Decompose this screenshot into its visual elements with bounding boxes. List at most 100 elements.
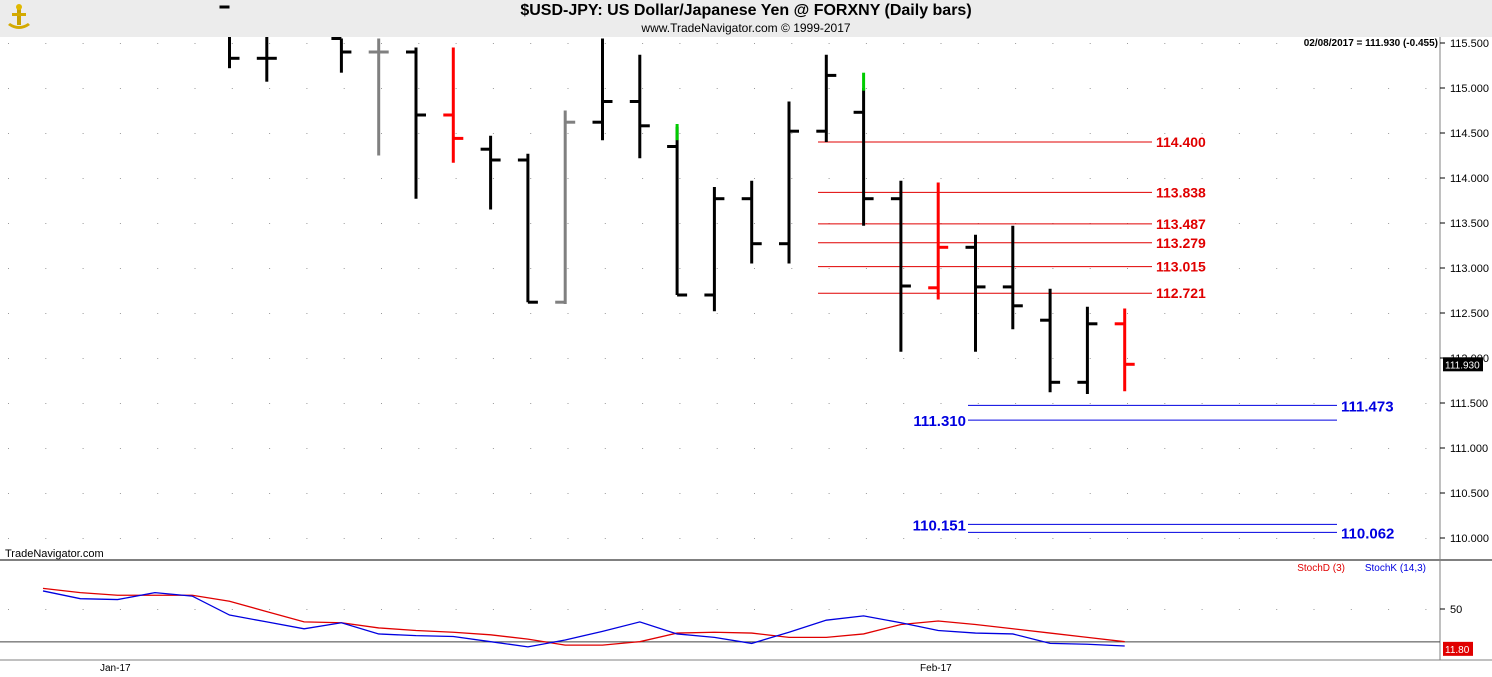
grid-dot	[306, 43, 308, 44]
grid-dot	[82, 133, 84, 134]
grid-dot	[1313, 133, 1315, 134]
grid-dot	[1127, 133, 1128, 134]
grid-dot	[1238, 403, 1240, 404]
stoch-grid-dot	[1425, 609, 1427, 610]
grid-dot	[119, 403, 121, 404]
grid-dot	[1052, 403, 1054, 404]
ohlc-bar	[517, 153, 538, 304]
stoch-grid-dot	[828, 609, 830, 610]
grid-dot	[1238, 358, 1240, 359]
grid-dot	[1313, 493, 1315, 494]
grid-dot	[157, 133, 159, 134]
grid-dot	[642, 268, 644, 269]
grid-dot	[45, 448, 47, 449]
grid-dot	[306, 403, 308, 404]
grid-dot	[269, 403, 271, 404]
grid-dot	[455, 358, 457, 359]
grid-dot	[828, 43, 830, 44]
grid-dot	[1350, 403, 1352, 404]
grid-dot	[567, 493, 569, 494]
grid-dot	[903, 313, 905, 314]
date-label: Jan-17	[100, 663, 131, 674]
price-tick-label: 110.000	[1450, 533, 1489, 545]
grid-dot	[8, 358, 9, 359]
stoch-grid-dot	[8, 609, 9, 610]
grid-dot	[1089, 358, 1091, 359]
grid-dot	[455, 268, 457, 269]
grid-dot	[940, 358, 942, 359]
stoch-grid-dot	[865, 609, 867, 610]
grid-dot	[1089, 538, 1091, 539]
date-label: Feb-17	[920, 663, 952, 674]
grid-dot	[194, 268, 196, 269]
grid-dot	[1015, 268, 1017, 269]
grid-dot	[194, 448, 196, 449]
grid-dot	[977, 43, 979, 44]
stoch-grid-dot	[791, 609, 793, 610]
grid-dot	[492, 133, 494, 134]
grid-dot	[791, 538, 793, 539]
grid-dot	[82, 448, 84, 449]
grid-dot	[1276, 223, 1278, 224]
grid-dot	[1201, 493, 1203, 494]
grid-dot	[1276, 88, 1278, 89]
grid-dot	[1350, 448, 1352, 449]
grid-dot	[1015, 313, 1017, 314]
grid-dot	[1127, 268, 1128, 269]
grid-dot	[269, 43, 271, 44]
ohlc-bar	[779, 101, 799, 264]
stoch-grid-dot	[269, 609, 271, 610]
grid-dot	[343, 313, 345, 314]
grid-dot	[269, 133, 271, 134]
grid-dot	[45, 268, 47, 269]
grid-dot	[940, 538, 942, 539]
grid-dot	[567, 268, 569, 269]
stoch-grid-dot	[343, 609, 345, 610]
grid-dot	[642, 313, 644, 314]
stoch-grid-dot	[1052, 609, 1054, 610]
grid-dot	[716, 448, 718, 449]
grid-dot	[8, 448, 9, 449]
grid-dot	[679, 43, 681, 44]
stoch-grid-dot	[679, 609, 681, 610]
grid-dot	[1388, 178, 1390, 179]
stoch-grid-dot	[716, 609, 718, 610]
grid-dot	[940, 448, 942, 449]
stoch-grid-dot	[1313, 609, 1315, 610]
blue-level-label: 110.151	[913, 517, 966, 534]
last-price-label: 111.930	[1445, 360, 1480, 371]
grid-dot	[119, 133, 121, 134]
grid-dot	[1052, 43, 1054, 44]
grid-dot	[455, 403, 457, 404]
grid-dot	[642, 223, 644, 224]
grid-dot	[492, 43, 494, 44]
grid-dot	[1313, 538, 1315, 539]
price-tick-label: 113.500	[1450, 218, 1489, 230]
grid-dot	[194, 178, 196, 179]
grid-dot	[940, 268, 942, 269]
grid-dot	[194, 43, 196, 44]
grid-dot	[791, 43, 793, 44]
grid-dot	[1276, 313, 1278, 314]
grid-dot	[381, 133, 382, 134]
ohlc-bar	[890, 180, 911, 352]
grid-dot	[381, 313, 382, 314]
grid-dot	[381, 223, 382, 224]
grid-dot	[679, 358, 681, 359]
grid-dot	[828, 178, 830, 179]
grid-dot	[194, 358, 196, 359]
grid-dot	[1350, 133, 1352, 134]
grid-dot	[530, 88, 532, 89]
grid-dot	[940, 88, 942, 89]
grid-dot	[791, 88, 793, 89]
grid-dot	[157, 223, 159, 224]
grid-dot	[903, 493, 905, 494]
grid-dot	[828, 133, 830, 134]
stoch-grid-dot	[530, 609, 532, 610]
grid-dot	[977, 448, 979, 449]
grid-dot	[343, 133, 345, 134]
grid-dot	[530, 448, 532, 449]
grid-dot	[716, 43, 718, 44]
grid-dot	[45, 43, 47, 44]
grid-dot	[194, 133, 196, 134]
